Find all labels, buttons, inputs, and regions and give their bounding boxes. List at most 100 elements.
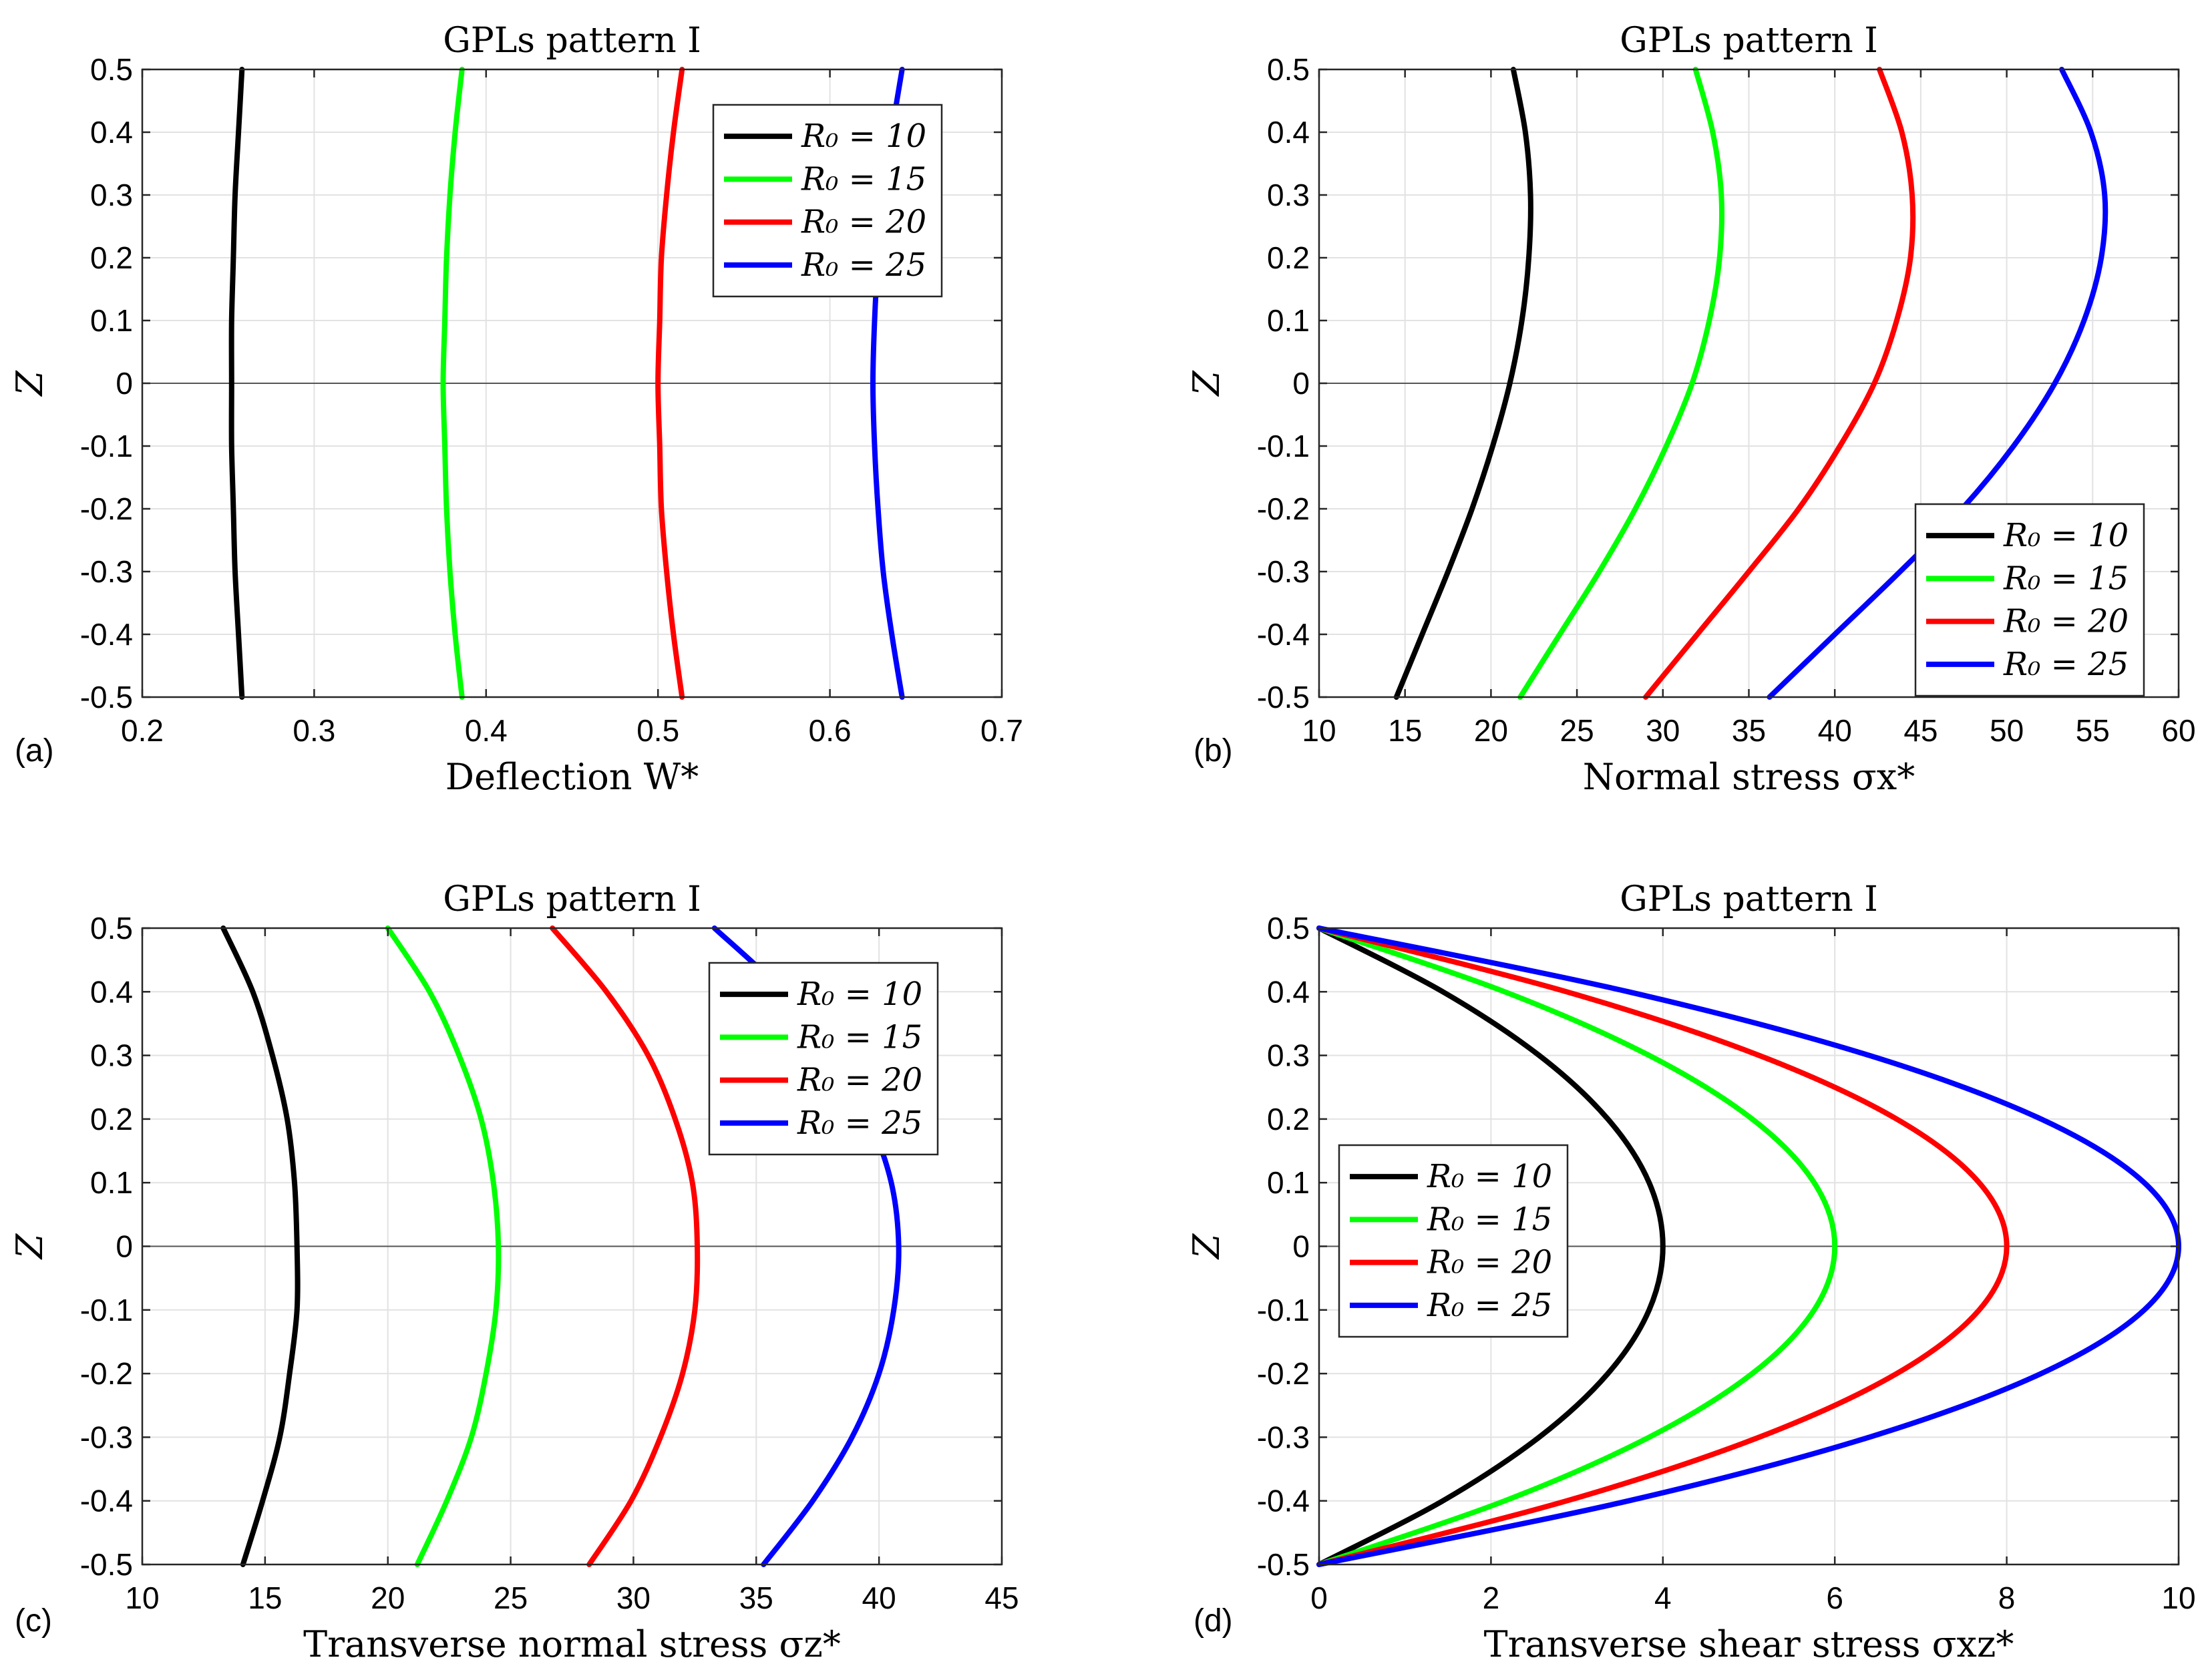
x-tick-label: 2 <box>1483 1581 1500 1615</box>
panel-label: (b) <box>1194 733 1233 769</box>
legend-entry-label: R₀ = 25 <box>1427 1287 1552 1324</box>
y-tick-label: 0 <box>116 366 133 401</box>
y-tick-label: -0.2 <box>80 491 133 526</box>
x-tick-label: 10 <box>1302 713 1336 748</box>
x-tick-label: 20 <box>1474 713 1508 748</box>
x-axis-label: Transverse normal stress σz* <box>303 1623 841 1665</box>
legend-entry-label: R₀ = 10 <box>801 118 926 155</box>
y-tick-label: -0.3 <box>1257 1420 1310 1454</box>
y-tick-label: -0.4 <box>80 617 133 652</box>
x-tick-label: 15 <box>1388 713 1422 748</box>
y-tick-label: 0.2 <box>1267 240 1310 275</box>
y-tick-label: 0.3 <box>90 178 133 212</box>
x-tick-label: 45 <box>984 1581 1019 1615</box>
x-tick-label: 6 <box>1826 1581 1843 1615</box>
y-tick-label: 0.1 <box>1267 303 1310 338</box>
y-tick-label: -0.4 <box>1257 617 1310 652</box>
y-tick-label: 0.2 <box>90 1102 133 1136</box>
x-tick-label: 45 <box>1903 713 1938 748</box>
y-tick-label: -0.1 <box>80 429 133 463</box>
y-axis-label: Z <box>1185 1233 1228 1260</box>
y-tick-label: 0.5 <box>1267 52 1310 87</box>
legend-entry-label: R₀ = 25 <box>801 246 926 284</box>
legend-entry-label: R₀ = 10 <box>1427 1158 1552 1195</box>
chart-title: GPLs pattern I <box>443 879 701 919</box>
x-tick-label: 0.3 <box>293 713 335 748</box>
y-tick-label: -0.5 <box>80 1547 133 1582</box>
y-tick-label: 0 <box>116 1229 133 1264</box>
x-tick-label: 35 <box>739 1581 773 1615</box>
y-tick-label: -0.3 <box>80 554 133 589</box>
chart-panel-c: 10 15 20 25 30 35 40 45 -0.5 -0.4 -0.3 -0.2 -0.1 0 0.1… <box>9 879 1019 1665</box>
x-tick-label: 20 <box>371 1581 405 1615</box>
x-tick-label: 25 <box>1560 713 1594 748</box>
y-tick-label: -0.1 <box>1257 1293 1310 1327</box>
legend-entry-label: R₀ = 10 <box>797 976 922 1013</box>
chart-panel-d: 0 2 4 6 8 10 -0.5 -0.4 -0.3 -0.2 -0.1 0 0.1 0.2 0.3 0.4… <box>1185 879 2196 1665</box>
x-tick-label: 8 <box>1998 1581 2016 1615</box>
y-tick-label: -0.1 <box>1257 429 1310 463</box>
y-tick-label: 0.5 <box>90 911 133 946</box>
legend-entry-label: R₀ = 15 <box>797 1018 922 1056</box>
y-tick-label: 0.5 <box>1267 911 1310 946</box>
legend-entry-label: R₀ = 15 <box>801 160 926 198</box>
x-tick-label: 10 <box>2161 1581 2195 1615</box>
series-line-r0-025 <box>1767 67 2108 700</box>
series-line-r0-020 <box>655 67 685 700</box>
series-line-r0-010 <box>228 67 245 700</box>
x-tick-label: 40 <box>1818 713 1852 748</box>
x-tick-label: 25 <box>494 1581 528 1615</box>
panel-label: (d) <box>1194 1603 1233 1639</box>
legend-entry-label: R₀ = 20 <box>801 204 926 241</box>
y-tick-label: 0.5 <box>90 52 133 87</box>
y-tick-label: 0.2 <box>1267 1102 1310 1136</box>
x-tick-label: 10 <box>125 1581 159 1615</box>
x-tick-label: 30 <box>1646 713 1680 748</box>
y-tick-label: 0 <box>1292 1229 1310 1264</box>
y-tick-label: -0.1 <box>80 1293 133 1327</box>
x-tick-label: 55 <box>2076 713 2110 748</box>
y-tick-label: -0.5 <box>1257 1547 1310 1582</box>
x-tick-label: 4 <box>1654 1581 1672 1615</box>
legend-entry-label: R₀ = 15 <box>1427 1201 1552 1238</box>
x-tick-label: 40 <box>862 1581 896 1615</box>
chart-panel-b: 10 15 20 25 30 35 40 45 50 55 60 -0.5 -0.4 -0.3 -0.2 -0… <box>1185 21 2196 798</box>
y-tick-label: 0.4 <box>1267 115 1310 150</box>
x-axis-label: Normal stress σx* <box>1583 756 1915 798</box>
x-tick-label: 15 <box>248 1581 282 1615</box>
legend: R₀ = 10 R₀ = 15 R₀ = 20 R₀ = 25 <box>712 103 943 298</box>
y-tick-label: 0.1 <box>90 1165 133 1200</box>
y-tick-label: 0.1 <box>1267 1165 1310 1200</box>
y-tick-label: 0.3 <box>90 1038 133 1073</box>
x-axis-label: Transverse shear stress σxz* <box>1484 1623 2014 1665</box>
y-tick-label: -0.5 <box>1257 680 1310 714</box>
y-tick-label: -0.3 <box>80 1420 133 1454</box>
series-line-r0-015 <box>1517 67 1725 700</box>
legend: R₀ = 10 R₀ = 15 R₀ = 20 R₀ = 25 <box>1914 503 2145 697</box>
legend-entry-label: R₀ = 20 <box>1427 1244 1552 1281</box>
series-line-r0-010 <box>1393 67 1533 700</box>
y-tick-label: 0.2 <box>90 240 133 275</box>
y-tick-label: 0.3 <box>1267 178 1310 212</box>
series-line-r0-020 <box>1643 67 1916 700</box>
y-axis-label: Z <box>1185 370 1228 397</box>
x-tick-label: 0.7 <box>980 713 1023 748</box>
x-tick-label: 0.5 <box>636 713 679 748</box>
legend: R₀ = 10 R₀ = 15 R₀ = 20 R₀ = 25 <box>1338 1144 1569 1338</box>
series-line-r0-020 <box>1316 925 2010 1567</box>
y-tick-label: -0.2 <box>1257 491 1310 526</box>
chart-title: GPLs pattern I <box>1620 21 1878 61</box>
series-line-r0-010 <box>1316 925 1666 1567</box>
series-line-r0-015 <box>385 925 502 1567</box>
y-axis-label: Z <box>9 1233 51 1260</box>
x-tick-label: 30 <box>616 1581 651 1615</box>
series-line-r0-015 <box>440 67 465 700</box>
legend-entry-label: R₀ = 25 <box>797 1104 922 1142</box>
chart-title: GPLs pattern I <box>443 21 701 61</box>
series-group <box>1393 67 2108 700</box>
legend-entry-label: R₀ = 25 <box>2003 646 2129 683</box>
y-tick-label: 0.4 <box>90 115 133 150</box>
x-tick-label: 0 <box>1310 1581 1328 1615</box>
series-line-r0-020 <box>550 925 701 1567</box>
